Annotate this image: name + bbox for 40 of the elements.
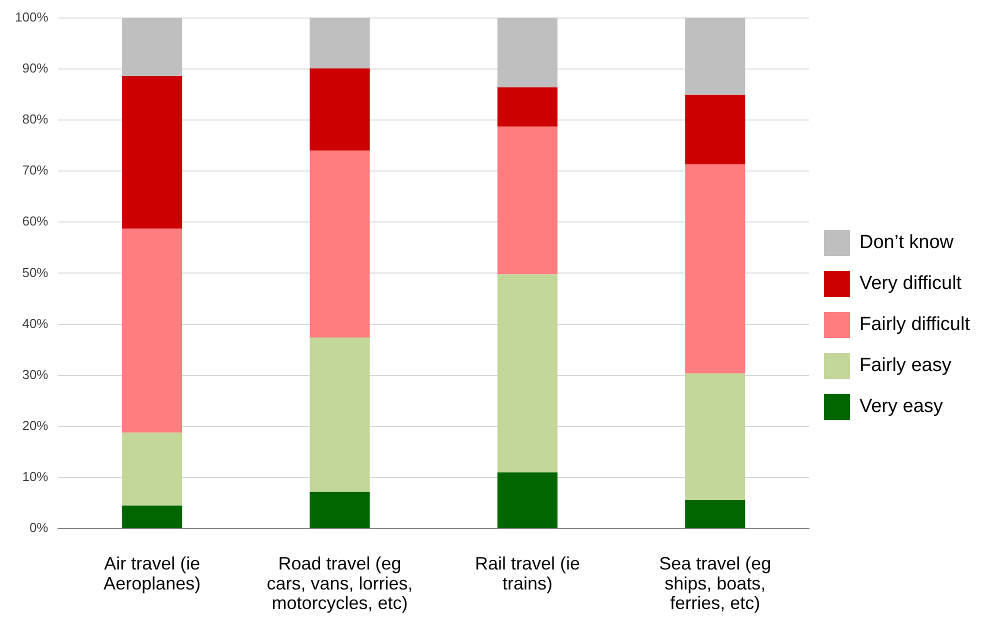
y-tick-label: 100% [15,9,49,24]
y-tick-label: 10% [22,469,49,484]
bar [122,228,182,433]
legend-label: Don’t know [859,232,954,254]
legend-label: Very easy [859,396,944,418]
bar [685,164,746,374]
y-tick-label: 20% [22,418,49,434]
y-tick-label: 90% [22,60,49,76]
bar [310,18,370,68]
bar [685,18,746,95]
bar [122,506,182,528]
y-tick-label: 80% [22,112,49,127]
bar [497,18,558,88]
bar [122,432,182,506]
bar [122,18,182,76]
legend-label: Fairly easy [859,355,952,376]
y-tick-label: 0% [29,520,49,536]
x-tick-label: Rail travel (ie trains) [474,553,580,594]
y-tick-label: 70% [22,162,49,178]
bar [310,150,370,338]
bar [685,94,746,164]
x-tick-label: Air travel (ie Aeroplanes) [104,553,201,594]
bar [497,472,558,528]
bar [497,126,558,274]
x-tick-label: Road travel (eg cars, vans, lorries, motorcycles, etc) [266,553,413,614]
bar [122,76,182,229]
bar [310,68,370,151]
y-tick-label: 50% [22,264,49,280]
bar [310,338,370,492]
x-tick-label: Sea travel (eg ships, boats, ferries, etc) [659,553,772,614]
bar [310,492,370,528]
bar [685,373,746,500]
legend-label: Fairly difficult [859,314,971,336]
bar [497,87,558,127]
legend-label: Very difficult [859,273,962,294]
bar [685,500,746,528]
y-tick-label: 40% [22,316,49,331]
y-tick-label: 30% [22,366,49,382]
bar [497,274,558,472]
y-tick-label: 60% [22,214,49,229]
